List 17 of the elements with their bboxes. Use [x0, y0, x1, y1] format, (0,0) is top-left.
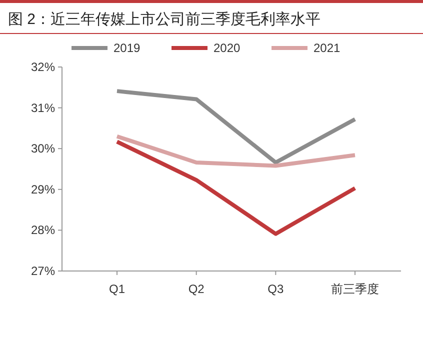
- y-tick-label: 32%: [30, 60, 56, 74]
- x-tick-label: Q3: [268, 282, 284, 296]
- x-tick-label: Q2: [188, 282, 205, 296]
- chart-title: 图 2：近三年传媒上市公司前三季度毛利率水平: [8, 11, 321, 28]
- y-tick-label: 28%: [30, 223, 56, 238]
- line-series: [115, 89, 357, 164]
- line-series: [115, 140, 357, 236]
- line-series: [115, 134, 357, 168]
- y-tick-label: 30%: [30, 142, 56, 156]
- x-tick-label: 前三季度: [331, 282, 379, 296]
- y-tick-label: 27%: [30, 264, 56, 278]
- legend-label: 2020: [214, 41, 241, 55]
- x-tick-label: Q1: [108, 282, 126, 296]
- y-tick-label: 31%: [30, 100, 56, 115]
- y-tick-label: 29%: [30, 182, 56, 196]
- legend-label: 2021: [314, 41, 341, 55]
- legend-label: 2019: [114, 41, 141, 55]
